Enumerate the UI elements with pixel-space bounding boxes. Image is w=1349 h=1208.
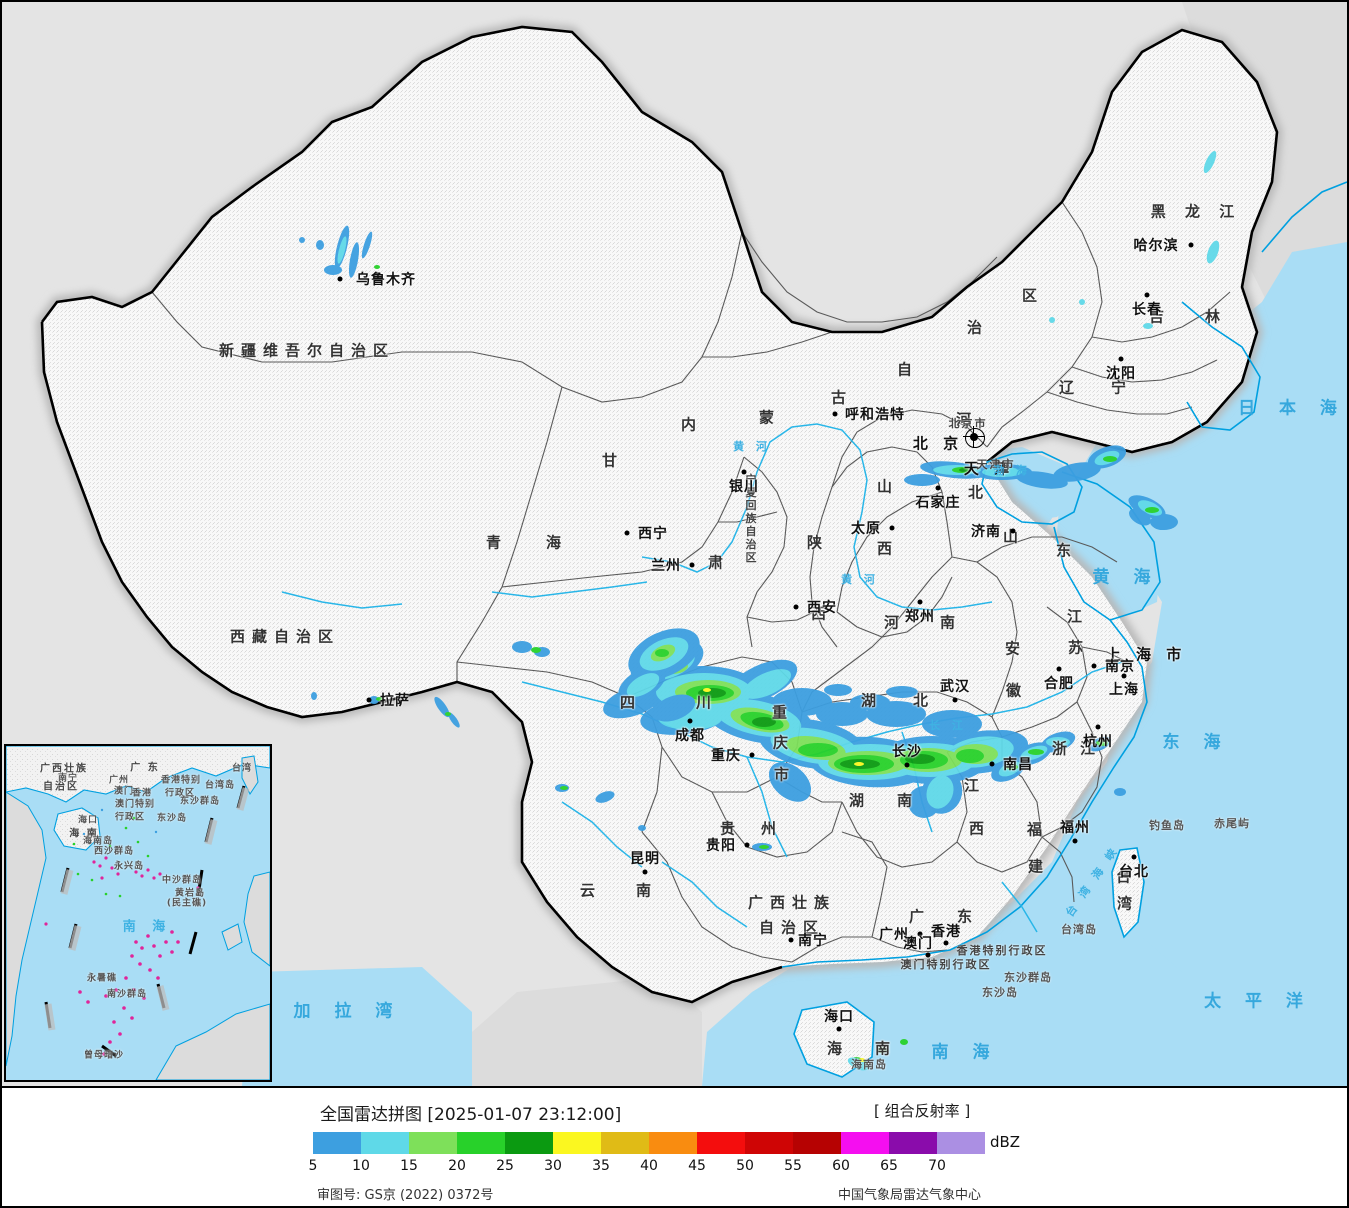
color-scale-swatches: [313, 1132, 985, 1154]
coastline: [781, 181, 1347, 1078]
city-dot: [1056, 666, 1062, 672]
national-border-southwest: [40, 321, 783, 1004]
scale-tick-55: 55: [784, 1158, 802, 1174]
city-dot: [642, 869, 648, 875]
color-swatch-40: [649, 1132, 697, 1154]
city-dot: [1121, 673, 1127, 679]
legend-title: 全国雷达拼图 [2025-01-07 23:12:00]: [320, 1105, 622, 1125]
city-dot: [788, 937, 794, 943]
scale-tick-15: 15: [400, 1158, 418, 1174]
color-swatch-55: [793, 1132, 841, 1154]
national-border: [40, 25, 1279, 464]
city-dot: [917, 931, 923, 937]
city-dot: [1095, 724, 1101, 730]
color-swatch-15: [409, 1132, 457, 1154]
map-panel[interactable]: 新疆维吾尔自治区 西藏自治区青海甘肃内蒙古自治区黑 龙 江吉林辽宁河北山西山东陕西…: [2, 2, 1347, 1086]
city-dot: [917, 599, 923, 605]
city-dot: [337, 276, 343, 282]
color-scale-ticks: 5 10 15 20 25 30 35 40 45 50 55 60 65 70: [309, 1158, 1033, 1176]
scale-tick-45: 45: [688, 1158, 706, 1174]
color-swatch-35: [601, 1132, 649, 1154]
city-dot: [366, 697, 372, 703]
color-swatch-45: [697, 1132, 745, 1154]
city-dot: [1131, 854, 1137, 860]
city-dot: [1188, 242, 1194, 248]
city-dot: [793, 604, 799, 610]
city-dot: [689, 562, 695, 568]
scale-tick-25: 25: [496, 1158, 514, 1174]
dbz-unit-label: dBZ: [990, 1133, 1021, 1151]
color-swatch-10: [361, 1132, 409, 1154]
legend-product-label: [ 组合反射率 ]: [874, 1102, 971, 1120]
city-dot: [832, 411, 838, 417]
city-dot: [1091, 663, 1097, 669]
scale-tick-30: 30: [544, 1158, 562, 1174]
inset-map-svg: [6, 746, 270, 1080]
scale-tick-20: 20: [448, 1158, 466, 1174]
taiwan-island: [1112, 848, 1144, 937]
color-swatch-60: [841, 1132, 889, 1154]
radar-echo-layer: [299, 150, 1220, 1071]
city-dot: [943, 940, 949, 946]
city-dot: [744, 842, 750, 848]
scale-tick-60: 60: [832, 1158, 850, 1174]
city-dot: [836, 1026, 842, 1032]
city-dot: [1072, 838, 1078, 844]
scale-tick-5: 5: [308, 1158, 318, 1174]
city-dot: [624, 530, 630, 536]
city-dot: [989, 761, 995, 767]
city-dot: [749, 752, 755, 758]
city-dot: [925, 952, 931, 958]
city-dot: [889, 525, 895, 531]
city-dot: [741, 469, 747, 475]
color-swatch-70: [937, 1132, 985, 1154]
legend-panel: 全国雷达拼图 [2025-01-07 23:12:00] [ 组合反射率 ] d…: [2, 1086, 1347, 1206]
scale-tick-65: 65: [880, 1158, 898, 1174]
color-swatch-25: [505, 1132, 553, 1154]
color-swatch-30: [553, 1132, 601, 1154]
city-dot: [1144, 292, 1150, 298]
scale-tick-10: 10: [352, 1158, 370, 1174]
color-swatch-20: [457, 1132, 505, 1154]
map-approval-number: 审图号: GS京 (2022) 0372号: [317, 1188, 494, 1203]
city-dot: [1010, 528, 1016, 534]
scale-tick-50: 50: [736, 1158, 754, 1174]
scale-tick-40: 40: [640, 1158, 658, 1174]
issuing-agency: 中国气象局雷达气象中心: [838, 1188, 982, 1203]
china-radar-map: [2, 2, 1347, 1086]
city-dot: [1118, 356, 1124, 362]
radar-site-marker[interactable]: [963, 426, 985, 448]
color-swatch-5: [313, 1132, 361, 1154]
city-dot: [952, 697, 958, 703]
city-dot: [904, 762, 910, 768]
city-dot: [935, 485, 941, 491]
color-swatch-50: [745, 1132, 793, 1154]
scale-tick-35: 35: [592, 1158, 610, 1174]
scale-tick-70: 70: [928, 1158, 946, 1174]
city-dot: [687, 718, 693, 724]
south-china-sea-inset[interactable]: 广西壮族 自治区 南宁广 东广州 澳门 香港 香港特别 行政区 澳门特别 行政区 台湾 台湾岛 东沙群…: [4, 744, 272, 1082]
color-swatch-65: [889, 1132, 937, 1154]
